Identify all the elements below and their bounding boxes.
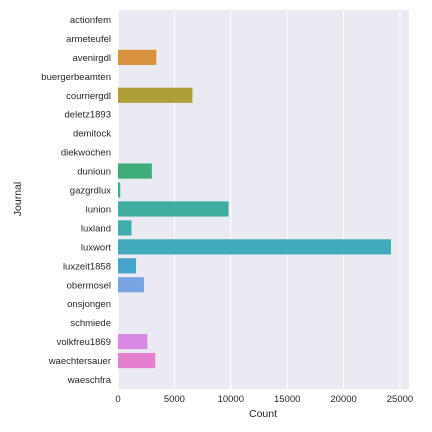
bar-luxland: [118, 220, 132, 236]
plot-background: [118, 10, 409, 389]
y-tick-label: gazgrdlux: [70, 186, 111, 197]
y-tick-label: schmiede: [70, 318, 111, 329]
y-tick-label: dunioun: [77, 167, 111, 178]
y-tick-label: onsjongen: [67, 299, 111, 310]
y-tick-label: obermosel: [67, 280, 111, 291]
x-tick-label: 5000: [164, 394, 185, 405]
x-tick-label: 0: [115, 394, 120, 405]
y-tick-label: waeschfra: [67, 375, 112, 386]
bar-luxwort: [118, 239, 391, 255]
grid-lines: [117, 10, 401, 389]
y-tick-label: volkfreu1869: [57, 337, 111, 348]
x-axis-title: Count: [249, 408, 277, 420]
y-tick-labels: actionfem armeteufel avenirgdl buergerbeamt…: [41, 15, 111, 386]
x-tick-labels: 0 5000 10000 15000 20000 25000: [115, 394, 413, 405]
bar-volkfreu1869: [118, 334, 148, 350]
x-tick-label: 20000: [330, 394, 356, 405]
y-tick-label: deletz1893: [65, 110, 111, 121]
y-tick-label: courriergdl: [66, 91, 111, 102]
y-tick-label: lunion: [86, 204, 111, 215]
y-axis-title: Journal: [12, 182, 24, 216]
x-tick-label: 10000: [218, 394, 244, 405]
y-tick-label: armeteufel: [66, 34, 111, 45]
y-tick-label: avenirgdl: [72, 53, 111, 64]
bar-gazgrdlux: [118, 182, 121, 198]
y-tick-label: actionfem: [70, 15, 111, 26]
bar-courriergdl: [118, 87, 193, 103]
y-tick-label: waechtersauer: [48, 356, 111, 367]
bar-avenirgdl: [118, 49, 157, 65]
x-tick-label: 15000: [274, 394, 300, 405]
y-tick-label: luxland: [81, 223, 111, 234]
bar-dunioun: [118, 163, 152, 179]
y-tick-label: diekwochen: [61, 148, 111, 159]
bar-waechtersauer: [118, 352, 156, 369]
bar-obermosel: [118, 277, 144, 293]
y-tick-label: luxwort: [81, 242, 111, 253]
y-tick-label: luxzeit1858: [63, 261, 111, 272]
bars: [118, 49, 391, 369]
y-tick-label: demitock: [73, 129, 111, 140]
x-tick-label: 25000: [387, 394, 413, 405]
bar-luxzeit1858: [118, 258, 137, 274]
bar-lunion: [118, 201, 229, 217]
y-tick-label: buergerbeamten: [41, 72, 111, 83]
